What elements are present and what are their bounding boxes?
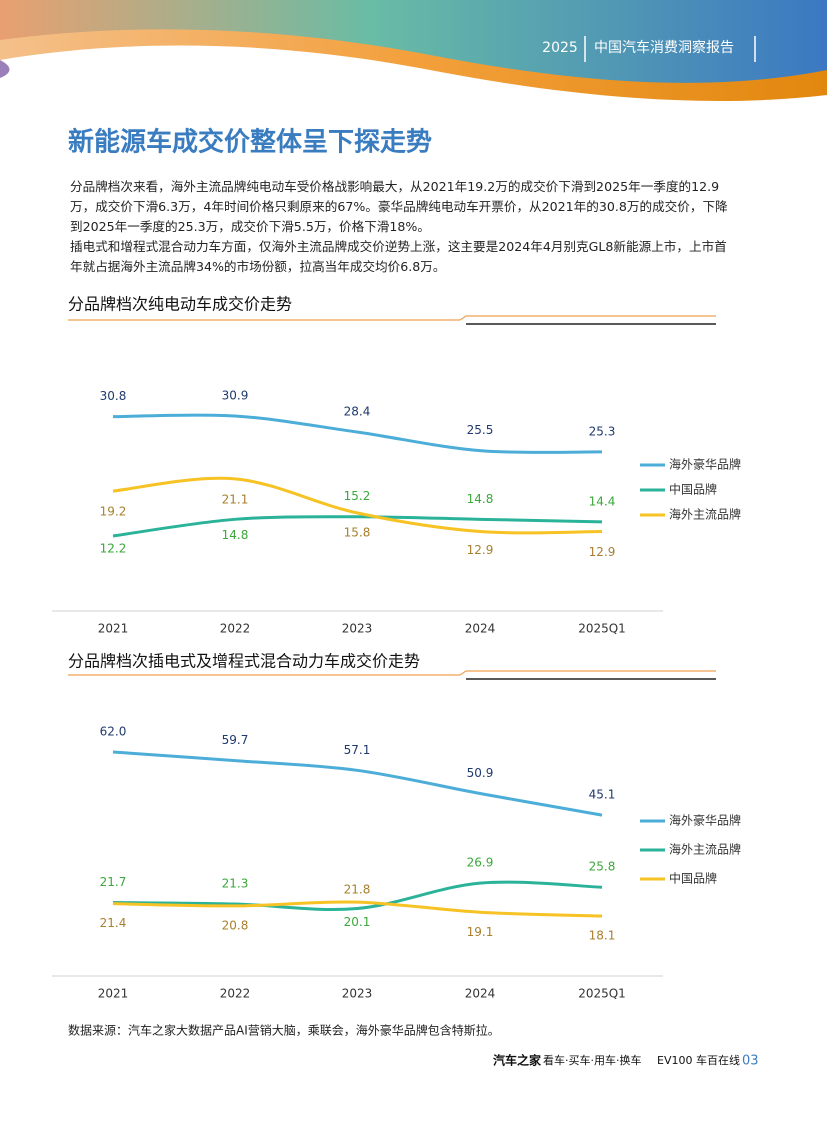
legend-label: 海外豪华品牌 — [669, 457, 741, 472]
x-tick-label: 2021 — [98, 622, 129, 636]
series-line — [112, 750, 603, 817]
footer-page: 03 — [742, 1054, 759, 1069]
data-label: 18.1 — [589, 929, 616, 943]
data-label: 57.1 — [344, 743, 371, 757]
footer-slogan: 看车·买车·用车·换车 — [543, 1053, 642, 1067]
chart-title: 分品牌档次插电式及增程式混合动力车成交价走势 — [68, 652, 420, 671]
x-tick-label: 2022 — [220, 987, 251, 1001]
data-label: 30.8 — [100, 389, 127, 403]
data-label: 62.0 — [100, 725, 127, 739]
legend-label: 中国品牌 — [669, 482, 717, 497]
data-label: 19.2 — [100, 505, 127, 519]
x-tick-label: 2025Q1 — [578, 622, 626, 636]
data-label: 19.1 — [467, 925, 494, 939]
data-label: 45.1 — [589, 788, 616, 802]
data-label: 21.7 — [100, 875, 127, 889]
data-label: 59.7 — [222, 733, 249, 747]
header-accent — [0, 60, 10, 78]
data-label: 12.2 — [100, 542, 127, 556]
data-label: 15.2 — [344, 489, 371, 503]
data-label: 50.9 — [467, 766, 494, 780]
legend-label: 海外豪华品牌 — [669, 813, 741, 828]
legend-label: 中国品牌 — [669, 871, 717, 886]
chart-title: 分品牌档次纯电动车成交价走势 — [68, 295, 292, 314]
data-label: 25.3 — [589, 424, 616, 438]
series-line — [112, 880, 603, 911]
x-tick-label: 2023 — [342, 622, 373, 636]
footer-brand: 汽车之家 — [493, 1053, 542, 1068]
x-tick-label: 2022 — [220, 622, 251, 636]
x-tick-label: 2024 — [465, 622, 496, 636]
data-label: 28.4 — [344, 405, 371, 419]
data-label: 25.5 — [467, 423, 494, 437]
page-title: 新能源车成交价整体呈下探走势 — [68, 127, 432, 158]
header-year: 2025 — [542, 40, 578, 56]
data-label: 21.1 — [222, 492, 249, 506]
data-label: 12.9 — [467, 543, 494, 557]
data-label: 21.3 — [222, 877, 249, 891]
series-line — [112, 476, 603, 535]
header-band — [0, 0, 827, 83]
data-label: 26.9 — [467, 856, 494, 870]
data-label: 14.8 — [222, 528, 249, 542]
series-line — [112, 900, 603, 918]
header-report: 中国汽车消费洞察报告 — [594, 39, 734, 56]
x-tick-label: 2021 — [98, 987, 129, 1001]
series-line — [112, 413, 603, 454]
data-label: 30.9 — [222, 389, 249, 403]
x-tick-label: 2024 — [465, 987, 496, 1001]
data-label: 21.8 — [344, 883, 371, 897]
footer-partner: EV100 车百在线 — [657, 1053, 740, 1067]
section-rule — [459, 670, 716, 676]
data-label: 25.8 — [589, 860, 616, 874]
legend-label: 海外主流品牌 — [669, 842, 741, 857]
data-label: 20.8 — [222, 918, 249, 932]
legend-label: 海外主流品牌 — [669, 507, 741, 522]
x-tick-label: 2023 — [342, 987, 373, 1001]
x-tick-label: 2025Q1 — [578, 987, 626, 1001]
section-rule — [459, 315, 716, 321]
series-line — [112, 515, 603, 538]
data-label: 12.9 — [589, 545, 616, 559]
data-label: 15.8 — [344, 525, 371, 539]
data-label: 14.4 — [589, 494, 616, 508]
data-label: 20.1 — [344, 915, 371, 929]
data-label: 14.8 — [467, 492, 494, 506]
source-note: 数据来源：汽车之家大数据产品AI营销大脑，乘联会，海外豪华品牌包含特斯拉。 — [68, 1023, 500, 1038]
paragraph: 插电式和增程式混合动力车方面，仅海外主流品牌成交价逆势上涨，这主要是2024年4… — [70, 239, 727, 274]
paragraph: 分品牌档次来看，海外主流品牌纯电动车受价格战影响最大，从2021年19.2万的成… — [70, 179, 728, 234]
data-label: 21.4 — [100, 916, 127, 930]
